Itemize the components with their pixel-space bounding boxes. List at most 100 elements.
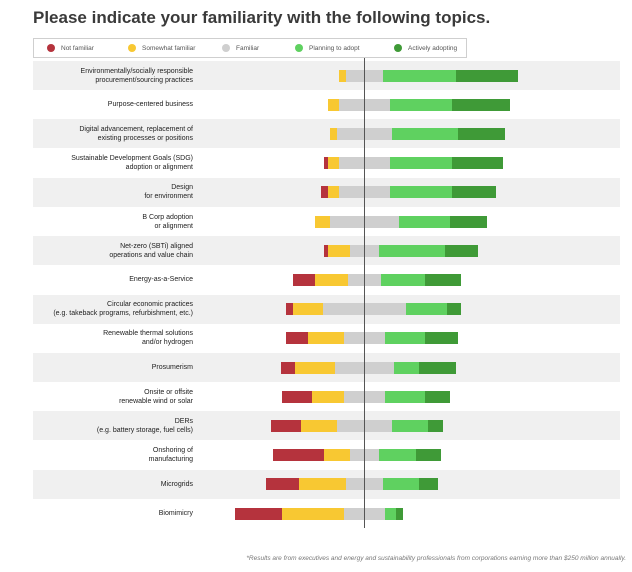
bar-segment-not-familiar [234,507,283,520]
category-label-line: Sustainable Development Goals (SDG) [71,155,193,163]
category-label-line: for environment [144,193,193,201]
bar-segment-actively-adopting [428,419,443,432]
category-label: Net-zero (SBTi) aligned operations and va… [40,236,193,265]
bar-segment-planning-to-adopt [384,507,396,520]
category-label: Environmentally/socially responsible proc… [40,61,193,90]
bar-segment-somewhat-familiar [315,215,330,228]
bar-segment-somewhat-familiar [293,303,323,316]
bar-segment-planning-to-adopt [393,361,420,374]
bar-segment-not-familiar [324,244,328,257]
category-label-line: Digital advancement, replacement of [79,125,193,133]
bar-segment-somewhat-familiar [328,98,339,111]
bar-segment-not-familiar [320,186,328,199]
category-label-line: procurement/sourcing practices [95,76,193,84]
bar-segment-not-familiar [286,303,294,316]
bar-segment-actively-adopting [446,303,462,316]
bar-segment-actively-adopting [452,157,504,170]
category-label: B Corp adoption or alignment [40,207,193,236]
category-label: Prosumerism [40,353,193,382]
category-label-line: B Corp adoption [142,213,193,221]
legend-label: Actively adopting [408,44,458,52]
chart-legend: Not familiar Somewhat familiar Familiar Pla… [33,38,467,58]
bar-segment-not-familiar [282,390,312,403]
bar-segment-planning-to-adopt [390,186,453,199]
category-label-line: or alignment [154,222,193,230]
category-label: Microgrids [40,470,193,499]
bar-segment-planning-to-adopt [391,419,429,432]
footnote: *Results are from executives and energy … [246,555,626,562]
legend-label: Not familiar [61,44,94,52]
legend-item: Not familiar [47,39,94,57]
bar-segment-planning-to-adopt [382,478,420,491]
category-label-line: renewable wind or solar [119,397,193,405]
bar-segment-not-familiar [271,419,301,432]
category-label-line: Onshoring of [152,447,193,455]
category-label: Circular economic practices (e.g. takebac… [40,295,193,324]
bar-segment-actively-adopting [415,449,442,462]
bar-segment-actively-adopting [455,69,518,82]
legend-item: Actively adopting [394,39,457,57]
legend-label: Familiar [236,44,260,52]
bar-segment-planning-to-adopt [406,303,447,316]
bar-segment-not-familiar [324,157,328,170]
bar-segment-planning-to-adopt [379,449,416,462]
category-label-line: Circular economic practices [107,301,193,309]
bar-segment-somewhat-familiar [307,332,345,345]
category-label-line: Onsite or offsite [144,388,193,396]
bar-segment-somewhat-familiar [311,390,345,403]
category-label: Sustainable Development Goals (SDG) adopt… [40,149,193,178]
category-label-line: (e.g. battery storage, fuel cells) [96,426,193,434]
bar-segment-planning-to-adopt [399,215,451,228]
bar-segment-somewhat-familiar [300,419,338,432]
bar-segment-somewhat-familiar [329,127,338,140]
bar-segment-actively-adopting [450,215,487,228]
bar-segment-actively-adopting [424,332,458,345]
bar-segment-actively-adopting [452,186,496,199]
bar-segment-planning-to-adopt [382,69,456,82]
bar-segment-actively-adopting [444,244,478,257]
category-label-line: Environmentally/socially responsible [80,67,193,75]
bar-segment-somewhat-familiar [298,478,347,491]
center-axis-line [364,58,365,528]
category-label-line: and/or hydrogen [142,339,193,347]
bar-segment-somewhat-familiar [328,186,339,199]
category-label: Biomimicry [40,499,193,528]
bar-segment-somewhat-familiar [324,449,350,462]
bar-segment-planning-to-adopt [384,390,425,403]
category-label-line: operations and value chain [109,251,193,259]
category-label-line: DERs [174,417,193,425]
bar-segment-not-familiar [286,332,308,345]
category-label-line: Biomimicry [158,510,193,517]
category-label-line: adoption or alignment [125,164,193,172]
legend-swatch [47,44,55,52]
bar-segment-actively-adopting [419,361,456,374]
category-label-line: Renewable thermal solutions [103,330,193,338]
category-label: Digital advancement, replacement of exist… [40,119,193,148]
bar-segment-somewhat-familiar [328,157,339,170]
legend-item: Planning to adopt [295,39,360,57]
bar-segment-actively-adopting [419,478,438,491]
bar-segment-somewhat-familiar [315,273,349,286]
bar-segment-somewhat-familiar [282,507,345,520]
legend-label: Somewhat familiar [142,44,196,52]
bar-segment-not-familiar [280,361,296,374]
bar-segment-somewhat-familiar [328,244,350,257]
legend-item: Somewhat familiar [128,39,195,57]
row-background [33,61,620,90]
bar-segment-somewhat-familiar [338,69,347,82]
legend-swatch [222,44,230,52]
bar-segment-actively-adopting [424,273,462,286]
chart-title: Please indicate your familiarity with th… [33,8,491,27]
bar-segment-planning-to-adopt [384,332,425,345]
category-label: Renewable thermal solutions and/or hydrog… [40,324,193,353]
bar-segment-not-familiar [273,449,325,462]
bar-segment-planning-to-adopt [391,127,458,140]
category-label-line: Purpose-centered business [107,101,193,109]
category-label: Energy-as-a-Service [40,265,193,294]
bar-segment-actively-adopting [457,127,505,140]
category-label-line: manufacturing [148,456,193,464]
category-label-line: Prosumerism [151,364,193,371]
category-label: Onsite or offsite renewable wind or solar [40,382,193,411]
category-label-line: Microgrids [160,480,193,488]
bar-segment-not-familiar [265,478,299,491]
